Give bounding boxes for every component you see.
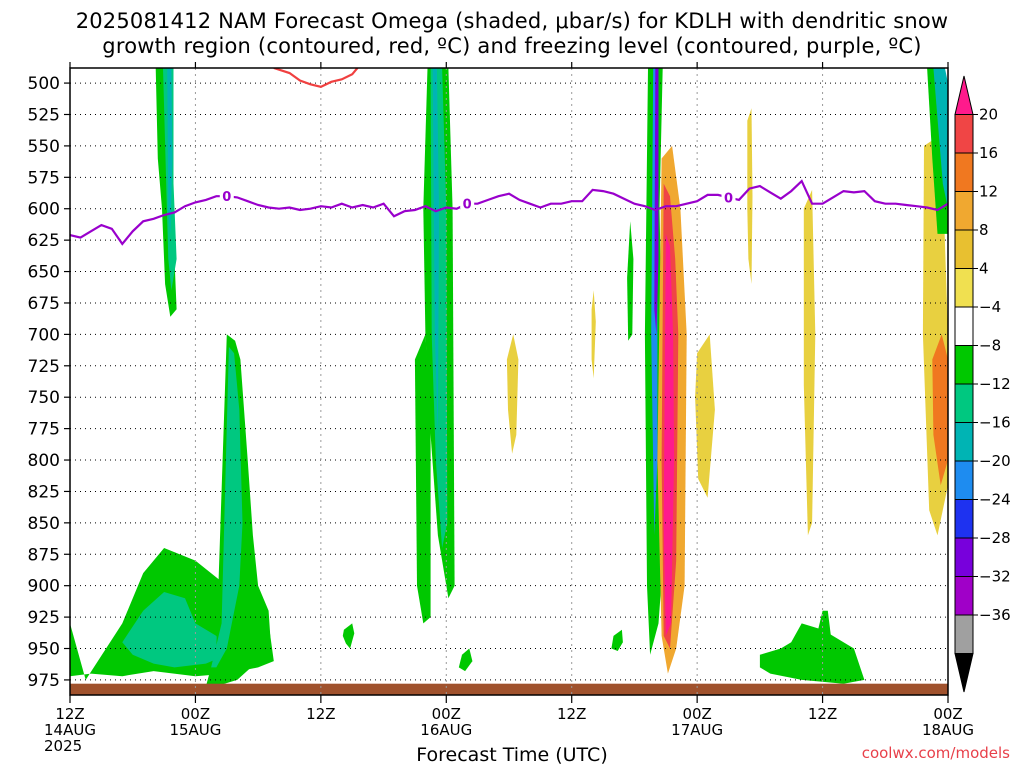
colorbar-label: 12: [979, 183, 998, 201]
colorbar-label: −32: [979, 568, 1011, 586]
y-tick-label: 950: [28, 640, 60, 660]
colorbar-swatch: [954, 499, 974, 539]
omega-area-t: [663, 233, 675, 636]
y-tick-label: 600: [28, 200, 60, 220]
omega-area-ad: [342, 623, 355, 649]
colorbar-swatch: [954, 345, 974, 385]
freezing-label-bg: [219, 188, 234, 205]
colorbar-label: −12: [979, 375, 1011, 393]
freezing-level-label: 0: [463, 198, 472, 213]
y-tick-label: 625: [28, 231, 60, 251]
omega-area-q: [654, 68, 659, 335]
colorbar-label: −8: [979, 337, 1001, 355]
omega-area-ac: [933, 68, 948, 209]
ground-surface: [70, 683, 948, 695]
colorbar-label: 16: [979, 144, 998, 162]
y-tick-label: 875: [28, 545, 60, 565]
x-tick-label: 15AUG: [169, 721, 221, 739]
freezing-level-contour: [70, 179, 948, 246]
omega-area-l: [506, 334, 519, 454]
colorbar-cap-bottom: [954, 653, 974, 693]
omega-area-j: [432, 68, 439, 435]
x-tick-label: 00Z: [432, 705, 461, 723]
colorbar-swatch: [954, 460, 974, 500]
y-tick-label: 700: [28, 325, 60, 345]
x-tick-label: 12Z: [808, 705, 837, 723]
y-tick-label: 575: [28, 168, 60, 188]
colorbar-swatch: [954, 229, 974, 269]
y-tick-label: 675: [28, 294, 60, 314]
omega-area-x: [759, 623, 865, 684]
colorbar-swatch: [954, 114, 974, 154]
y-tick-label: 650: [28, 263, 60, 283]
x-tick-label: 12Z: [306, 705, 335, 723]
x-tick-label: 18AUG: [922, 721, 974, 739]
x-tick-label: 14AUG: [44, 721, 96, 739]
y-tick-label: 725: [28, 357, 60, 377]
colorbar-cap-top: [954, 75, 974, 115]
x-tick-label: 12Z: [55, 705, 84, 723]
colorbar-swatch: [954, 152, 974, 192]
omega-area-ae: [458, 648, 473, 672]
omega-area-v: [747, 108, 753, 285]
y-tick-label: 550: [28, 137, 60, 157]
colorbar-label: −16: [979, 414, 1011, 432]
omega-area-aa: [932, 334, 948, 486]
y-tick-label: 775: [28, 420, 60, 440]
colorbar-swatch: [954, 268, 974, 308]
freezing-label-bg: [721, 189, 736, 206]
omega-area-y: [812, 610, 831, 662]
chart-title-line-1: 2025081412 NAM Forecast Omega (shaded, μ…: [75, 9, 949, 33]
y-tick-label: 800: [28, 451, 60, 471]
omega-area-c: [167, 68, 173, 234]
colorbar-swatch: [954, 614, 974, 654]
colorbar-label: −24: [979, 491, 1011, 509]
colorbar-swatch: [954, 576, 974, 616]
y-tick-label: 525: [28, 105, 60, 125]
omega-area-af: [611, 629, 623, 651]
freezing-level-label: 0: [222, 190, 231, 205]
credit-text: coolwx.com/models: [861, 744, 1010, 762]
x-tick-label: 17AUG: [671, 721, 723, 739]
colorbar-label: 20: [979, 106, 998, 124]
omega-area-n: [627, 221, 634, 341]
y-tick-label: 850: [28, 514, 60, 534]
x-tick-label: 00Z: [933, 705, 962, 723]
freezing-label-bg: [460, 195, 475, 212]
chart-title-line-2: growth region (contoured, red, ºC) and f…: [102, 34, 922, 58]
y-tick-label: 500: [28, 74, 60, 94]
y-tick-label: 900: [28, 577, 60, 597]
colorbar-label: −28: [979, 529, 1011, 547]
colorbar-label: −20: [979, 452, 1011, 470]
colorbar-swatch: [954, 191, 974, 231]
x-tick-label: 00Z: [181, 705, 210, 723]
y-tick-label: 825: [28, 482, 60, 502]
colorbar-label: −4: [979, 298, 1001, 316]
omega-area-g: [211, 346, 243, 668]
colorbar-label: 4: [979, 260, 989, 278]
y-tick-label: 750: [28, 388, 60, 408]
colorbar-swatch: [954, 306, 974, 346]
y-tick-label: 925: [28, 608, 60, 628]
x-axis-label: Forecast Time (UTC): [416, 744, 608, 766]
x-tick-label: 2025: [44, 737, 82, 755]
omega-area-w: [803, 189, 816, 536]
omega-area-m: [591, 290, 596, 379]
plot-frame: [69, 67, 949, 696]
colorbar-label: −36: [979, 606, 1011, 624]
x-tick-label: 16AUG: [420, 721, 472, 739]
dgz-contour: [273, 68, 359, 89]
freezing-level-label: 0: [724, 191, 733, 206]
x-tick-label: 12Z: [557, 705, 586, 723]
omega-area-k: [414, 334, 431, 624]
x-tick-label: 00Z: [682, 705, 711, 723]
colorbar-swatch: [954, 383, 974, 423]
colorbar-swatch: [954, 537, 974, 577]
colorbar-label: 8: [979, 221, 989, 239]
colorbar: 20 16 12 8 4 −4 −8 −12 −16 −20 −24 −28 −32 −36: [954, 75, 1011, 693]
y-tick-label: 975: [28, 671, 60, 691]
colorbar-swatch: [954, 422, 974, 462]
omega-area-u: [695, 334, 715, 498]
